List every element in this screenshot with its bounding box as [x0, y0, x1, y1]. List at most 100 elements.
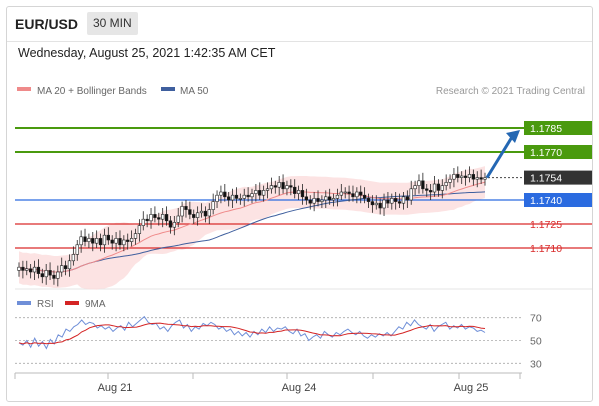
candle-body [63, 265, 68, 270]
candle-body [285, 185, 289, 190]
candle-body [242, 194, 246, 199]
candle-body [425, 188, 429, 191]
candle-body [52, 274, 56, 279]
candle-body [258, 190, 262, 196]
price-panel: 1.1785 1.1770 1.1754 1.1740 1.1725 1.1710 [15, 121, 592, 290]
rsi-panel: 70 50 30 [15, 313, 542, 370]
rsi-ma-line [18, 322, 486, 345]
candle-body [324, 196, 328, 201]
candle-body [176, 215, 180, 223]
level-badge-1.1785 [524, 121, 592, 135]
candle-body [25, 268, 29, 271]
level-label-1.1754: 1.1754 [530, 173, 562, 185]
candle-body [401, 196, 406, 204]
candle-body [394, 198, 398, 202]
candle-body [133, 233, 138, 239]
candle-body [161, 214, 165, 220]
candle-body [440, 185, 444, 191]
level-badge-1.1740 [524, 193, 592, 207]
candle-body [339, 191, 343, 196]
candle-body [436, 183, 441, 191]
candle-body [164, 214, 169, 222]
candle-body [203, 210, 208, 217]
ma20-legend-swatch [17, 87, 31, 91]
candle-body [153, 214, 157, 218]
candle-body [312, 198, 316, 204]
level-label-1.1740: 1.1740 [530, 195, 562, 207]
rsi-line [18, 315, 486, 350]
candle-body [129, 238, 134, 242]
level-badge-1.1770 [524, 145, 592, 159]
candle-body [126, 239, 130, 242]
candle-body [91, 238, 95, 244]
candle-body [281, 182, 285, 190]
candle-body [405, 196, 409, 201]
candle-body [87, 238, 91, 242]
candle-body [60, 265, 64, 273]
candle-body [234, 194, 239, 199]
rsi-tick-30: 30 [530, 358, 542, 370]
candle-body [21, 266, 25, 271]
candle-body [444, 182, 448, 186]
candle-body [137, 225, 142, 234]
candle-body [207, 209, 211, 217]
candle-body [390, 198, 394, 204]
candle-body [48, 270, 52, 276]
candle-body [265, 188, 270, 191]
candle-body [98, 238, 103, 246]
candle-body [417, 180, 421, 186]
candle-body [56, 271, 60, 279]
candle-body [95, 238, 99, 244]
x-tick-label: Aug 25 [454, 382, 489, 394]
candle-body [456, 174, 460, 178]
rsi-legend-swatch [17, 301, 31, 305]
candle-body [386, 199, 390, 204]
copyright-text: Research © 2021 Trading Central [436, 86, 585, 97]
candle-body [195, 212, 200, 218]
candle-body [432, 183, 437, 193]
candle-body [331, 198, 336, 201]
candle-body [118, 238, 122, 246]
candle-body [67, 260, 72, 270]
candle-body [83, 236, 87, 242]
candle-body [40, 273, 44, 278]
candle-body [370, 201, 375, 206]
candle-body [79, 236, 83, 246]
rsi-tick-50: 50 [530, 336, 542, 348]
candle-body [421, 180, 425, 190]
candle-body [428, 190, 433, 193]
candle-body [215, 194, 219, 202]
timeframe-badge[interactable]: 30 MIN [87, 12, 138, 35]
candle-body [335, 194, 340, 199]
candle-body [463, 175, 468, 178]
candle-body [452, 174, 456, 180]
candle-body [374, 202, 378, 206]
rsi-tick-70: 70 [530, 313, 542, 325]
x-tick-label: Aug 24 [282, 382, 317, 394]
projection-arrow-head [506, 130, 520, 143]
ma50-legend-label: MA 50 [180, 86, 209, 97]
candle-body [32, 266, 37, 273]
candle-body [114, 238, 118, 244]
symbol-title: EUR/USD [15, 16, 79, 32]
chart-header: EUR/USD 30 MIN [7, 7, 592, 42]
candle-body [172, 222, 176, 228]
candle-body [320, 199, 324, 202]
candle-body [343, 191, 347, 194]
candle-body [250, 193, 254, 198]
candle-body [296, 190, 301, 194]
candle-body [269, 185, 274, 190]
candle-body [180, 206, 184, 217]
candle-body [17, 266, 21, 271]
candle-body [328, 196, 332, 201]
candle-body [141, 218, 145, 226]
candle-body [36, 266, 41, 274]
candle-body [106, 234, 110, 241]
timestamp: Wednesday, August 25, 2021 1:42:35 AM CE… [18, 46, 276, 60]
candle-body [246, 194, 250, 198]
candle-body [44, 270, 48, 278]
chart-card: EUR/USD 30 MIN Wednesday, August 25, 202… [6, 6, 593, 402]
candle-body [366, 198, 371, 202]
candle-body [168, 220, 173, 228]
rsi-ma-legend-label: 9MA [85, 299, 106, 310]
